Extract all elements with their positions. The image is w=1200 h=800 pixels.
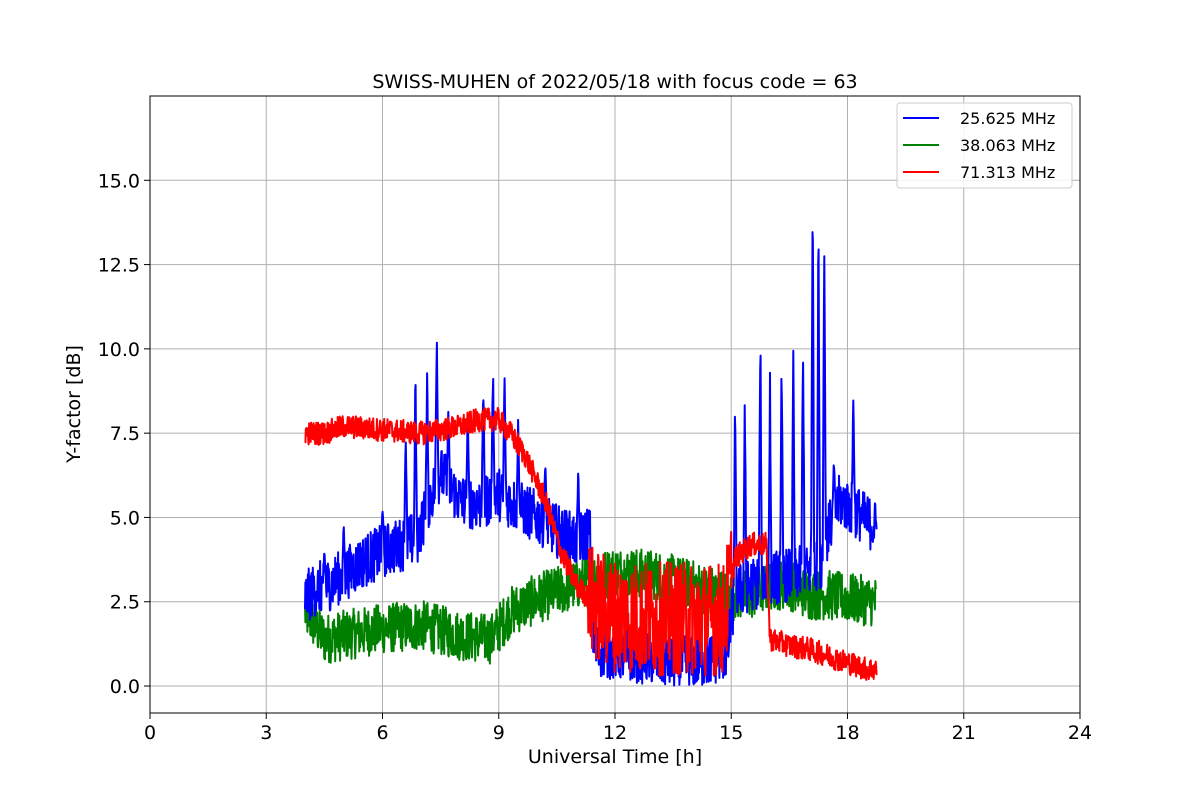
y-tick-label: 10.0: [98, 339, 140, 361]
y-tick-label: 0.0: [110, 676, 140, 698]
legend-label-71mhz: 71.313 MHz: [960, 163, 1055, 182]
legend-box: [896, 102, 1073, 189]
y-axis-label: Y-factor [dB]: [63, 345, 85, 464]
x-tick-label: 18: [835, 722, 859, 744]
series-line-71-313-mhz: [304, 406, 878, 681]
y-tick-label: 7.5: [110, 423, 140, 445]
legend: 25.625 MHz 38.063 MHz 71.313 MHz: [896, 102, 1073, 189]
y-tick-label: 2.5: [110, 592, 140, 614]
y-tick-label: 12.5: [98, 255, 140, 277]
x-tick-label: 24: [1068, 722, 1092, 744]
series-layer: [304, 231, 878, 687]
x-axis-label: Universal Time [h]: [528, 746, 702, 768]
x-tick-label: 0: [144, 722, 156, 744]
legend-label-38mhz: 38.063 MHz: [960, 136, 1055, 155]
chart-title: SWISS-MUHEN of 2022/05/18 with focus cod…: [372, 71, 857, 93]
legend-label-25mhz: 25.625 MHz: [960, 109, 1055, 128]
x-tick-label: 21: [952, 722, 976, 744]
x-tick-label: 6: [376, 722, 388, 744]
x-axis-ticks: 0 3 6 9 12 15 18 21 24: [144, 713, 1092, 744]
x-tick-label: 3: [260, 722, 272, 744]
x-tick-label: 9: [493, 722, 505, 744]
x-tick-label: 12: [603, 722, 627, 744]
y-axis-ticks: 0.0 2.5 5.0 7.5 10.0 12.5 15.0: [98, 170, 150, 698]
x-tick-label: 15: [719, 722, 743, 744]
y-tick-label: 5.0: [110, 507, 140, 529]
y-tick-label: 15.0: [98, 170, 140, 192]
